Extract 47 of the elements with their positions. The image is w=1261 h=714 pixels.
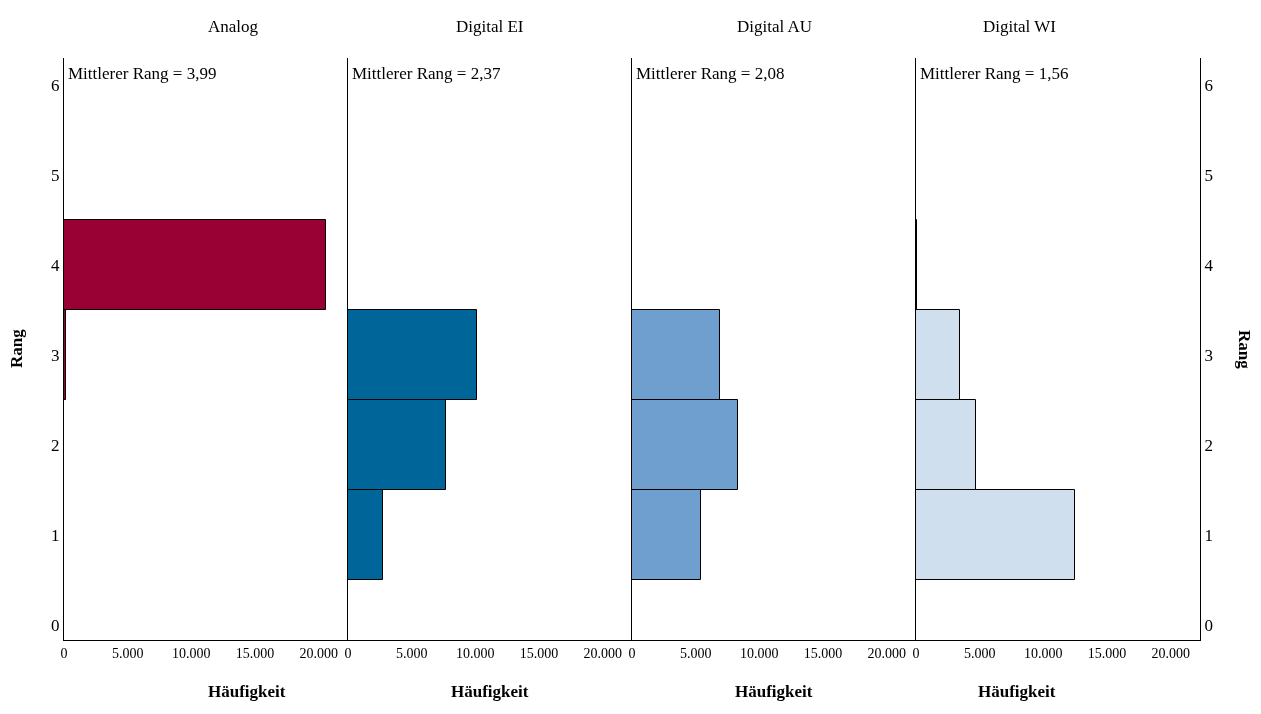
- x-axis-title: Häufigkeit: [978, 682, 1056, 701]
- x-tick-label: 15.000: [235, 645, 275, 661]
- y-tick-label: 2: [1204, 435, 1213, 455]
- x-tick-label: 15.000: [519, 645, 559, 661]
- annotation: Mittlerer Rang = 2,08: [636, 64, 785, 83]
- y-tick-label: 4: [51, 255, 61, 275]
- annotation: Mittlerer Rang = 2,37: [352, 64, 501, 83]
- x-tick-label: 5.000: [679, 645, 712, 661]
- y-tick-label: 4: [1204, 255, 1214, 275]
- y-tick-label: 0: [51, 615, 60, 635]
- y-tick-label: 3: [1204, 345, 1213, 365]
- chart-title: Analog: [208, 17, 259, 36]
- x-tick-label: 0: [344, 645, 352, 661]
- y-tick-label: 0: [1204, 615, 1213, 635]
- y-tick-label: 2: [51, 435, 60, 455]
- x-tick-label: 5.000: [395, 645, 428, 661]
- x-tick-label: 10.000: [172, 645, 211, 661]
- chart-title: Digital EI: [456, 17, 524, 36]
- x-tick-label: 20.000: [583, 645, 622, 661]
- y-tick-label: 5: [51, 165, 60, 185]
- x-axis-title: Häufigkeit: [208, 682, 286, 701]
- y-axis-title: Rang: [7, 328, 26, 368]
- annotation: Mittlerer Rang = 1,56: [920, 64, 1069, 83]
- x-tick-label: 10.000: [1024, 645, 1063, 661]
- y-tick-label: 5: [1204, 165, 1213, 185]
- x-tick-label: 15.000: [803, 645, 843, 661]
- x-tick-label: 10.000: [740, 645, 779, 661]
- chart-title: Digital AU: [737, 17, 813, 36]
- y-tick-label: 1: [1204, 525, 1213, 545]
- x-tick-label: 20.000: [299, 645, 338, 661]
- x-axis-title: Häufigkeit: [735, 682, 813, 701]
- y-tick-label: 3: [51, 345, 60, 365]
- x-axis-title: Häufigkeit: [451, 682, 529, 701]
- y-tick-label: 1: [51, 525, 60, 545]
- chart-title: Digital WI: [983, 17, 1057, 36]
- x-tick-label: 0: [628, 645, 636, 661]
- y-tick-label: 6: [1204, 75, 1213, 95]
- y-axis-title: Rang: [1235, 330, 1254, 370]
- annotation: Mittlerer Rang = 3,99: [68, 64, 217, 83]
- x-tick-label: 5.000: [963, 645, 996, 661]
- x-tick-label: 0: [912, 645, 920, 661]
- x-tick-label: 15.000: [1087, 645, 1127, 661]
- x-tick-label: 20.000: [867, 645, 906, 661]
- x-tick-label: 20.000: [1151, 645, 1190, 661]
- y-tick-label: 6: [51, 75, 60, 95]
- x-tick-label: 5.000: [111, 645, 144, 661]
- x-tick-label: 10.000: [456, 645, 495, 661]
